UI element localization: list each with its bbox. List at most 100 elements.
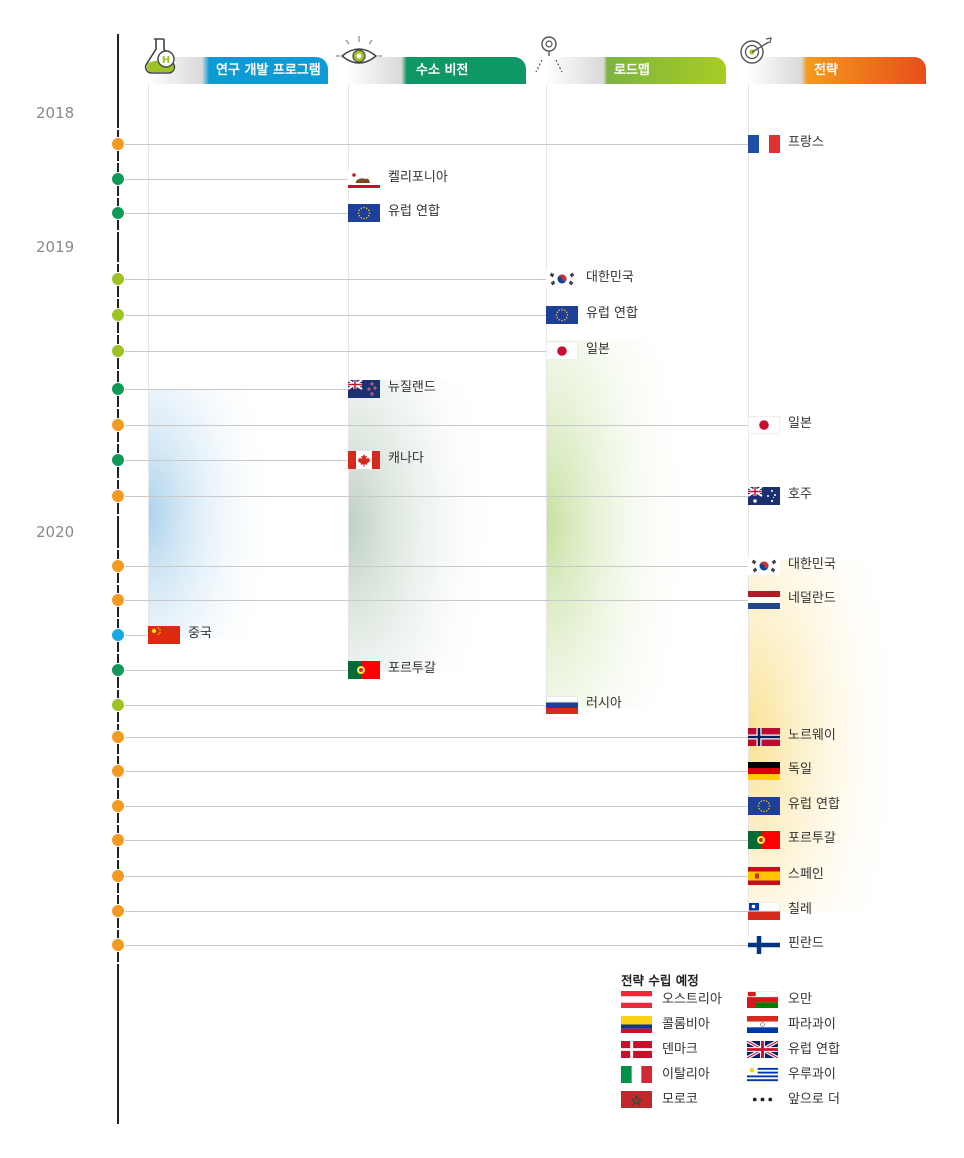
timeline-dot — [111, 382, 125, 396]
connector-line — [124, 876, 748, 877]
flag-japan-icon — [546, 342, 578, 360]
timeline-dot — [111, 272, 125, 286]
axis-tick — [117, 196, 119, 198]
connector-line — [124, 496, 748, 497]
legend-flag-austria-icon — [621, 991, 652, 1008]
axis-tick — [117, 858, 119, 860]
connector-line — [124, 670, 348, 671]
timeline-dot — [111, 489, 125, 503]
legend-flag-morocco-icon — [621, 1091, 652, 1108]
axis-tick — [117, 722, 119, 724]
axis-tick — [117, 548, 119, 550]
flag-california-icon — [348, 170, 380, 188]
flag-norway-icon — [748, 728, 780, 746]
flag-eu-icon — [348, 204, 380, 222]
axis-tick — [117, 297, 119, 299]
axis-tick — [117, 128, 119, 130]
timeline-dot — [111, 137, 125, 151]
column-header-rnd — [148, 57, 328, 84]
connector-line — [124, 705, 546, 706]
flag-japan-icon — [748, 416, 780, 434]
column-header-roadmap — [546, 57, 726, 84]
legend-flag-uruguay-icon — [747, 1066, 778, 1083]
column-header-strategy-label: 전략 — [814, 63, 838, 78]
axis-tick — [117, 928, 119, 930]
flask-icon: H — [144, 38, 176, 74]
flag-eu-icon — [546, 306, 578, 324]
timeline-dot — [111, 593, 125, 607]
connector-line — [124, 460, 348, 461]
axis-tick — [117, 962, 119, 964]
connector-line — [124, 144, 748, 145]
legend-label: 모로코 — [662, 1092, 698, 1107]
flag-korea-icon — [748, 557, 780, 575]
flag-china-icon — [148, 626, 180, 644]
timeline-dot — [111, 869, 125, 883]
connector-line — [124, 806, 748, 807]
legend-title: 전략 수립 예정 — [621, 973, 699, 988]
country-label: 러시아 — [586, 696, 622, 711]
country-label: 칠레 — [788, 902, 812, 917]
flag-australia-icon — [748, 487, 780, 505]
country-label: 대한민국 — [586, 270, 634, 285]
country-label: 켈리포니아 — [388, 170, 448, 185]
country-label: 독일 — [788, 762, 812, 777]
more-dots-icon — [747, 1091, 778, 1108]
flag-russia-icon — [546, 696, 578, 714]
legend-label: 이탈리아 — [662, 1067, 710, 1082]
axis-tick — [117, 617, 119, 619]
timeline-dot — [111, 344, 125, 358]
connector-line — [124, 737, 748, 738]
legend-label: 파라과이 — [788, 1017, 836, 1032]
legend-flag-uk-icon — [747, 1041, 778, 1058]
timeline-dot — [111, 559, 125, 573]
connector-line — [124, 771, 748, 772]
flag-newzealand-icon — [348, 380, 380, 398]
year-2018: 2018 — [36, 104, 75, 122]
connector-line — [124, 945, 748, 946]
country-label: 유럽 연합 — [586, 306, 638, 321]
axis-tick — [117, 893, 119, 895]
axis-tick — [117, 478, 119, 480]
axis-tick — [117, 333, 119, 335]
connector-line — [124, 389, 348, 390]
flag-netherlands-icon — [748, 591, 780, 609]
timeline-dot — [111, 418, 125, 432]
country-label: 일본 — [586, 342, 610, 357]
connector-line — [124, 911, 748, 912]
connector-line — [124, 351, 546, 352]
country-label: 유럽 연합 — [388, 204, 440, 219]
connector-line — [124, 600, 748, 601]
legend-flag-oman-icon — [747, 991, 778, 1008]
axis-tick — [117, 823, 119, 825]
country-label: 프랑스 — [788, 135, 824, 150]
column-header-rnd-label: 연구 개발 프로그램 — [216, 63, 321, 78]
column-guide-vision — [348, 84, 349, 674]
country-label: 일본 — [788, 416, 812, 431]
axis-tick — [117, 583, 119, 585]
column-guide-roadmap — [546, 84, 547, 710]
column-header-roadmap-label: 로드맵 — [614, 63, 650, 78]
column-guide-strategy — [748, 84, 749, 944]
year-2019: 2019 — [36, 238, 75, 256]
axis-tick — [117, 652, 119, 654]
country-label: 스페인 — [788, 867, 824, 882]
legend-label: 앞으로 더 — [788, 1092, 840, 1107]
axis-tick — [117, 230, 119, 232]
connector-line — [124, 635, 148, 636]
legend-label: 오만 — [788, 992, 812, 1007]
axis-tick — [117, 442, 119, 444]
connector-line — [124, 213, 348, 214]
axis-tick — [117, 369, 119, 371]
legend-flag-colombia-icon — [621, 1016, 652, 1033]
timeline-dot — [111, 799, 125, 813]
country-label: 네덜란드 — [788, 591, 836, 606]
target-icon — [740, 37, 772, 64]
flag-portugal-icon — [748, 831, 780, 849]
timeline-dot — [111, 904, 125, 918]
connector-line — [124, 179, 348, 180]
svg-text:H: H — [162, 55, 170, 66]
year-2020: 2020 — [36, 523, 75, 541]
axis-tick — [117, 262, 119, 264]
